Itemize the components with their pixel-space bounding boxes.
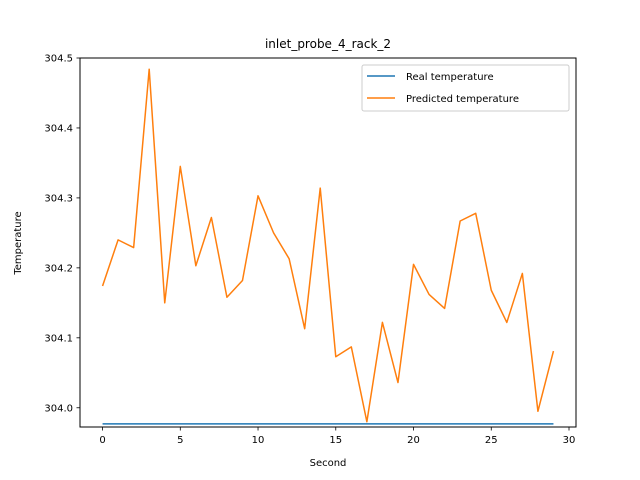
y-tick-label: 304.5 bbox=[44, 54, 73, 65]
chart-title: inlet_probe_4_rack_2 bbox=[265, 37, 391, 51]
x-tick-label: 0 bbox=[99, 435, 105, 446]
y-tick-label: 304.2 bbox=[44, 263, 73, 274]
legend: Real temperature Predicted temperature bbox=[361, 64, 570, 112]
legend-box bbox=[361, 64, 570, 112]
legend-label-real: Real temperature bbox=[406, 72, 494, 83]
y-axis-label: Temperature bbox=[13, 211, 24, 275]
axes-frame bbox=[79, 57, 577, 428]
x-axis: 0 5 10 15 20 25 30 bbox=[99, 427, 575, 446]
x-tick-label: 10 bbox=[252, 435, 265, 446]
y-tick-label: 304.0 bbox=[44, 403, 73, 414]
x-tick-label: 5 bbox=[177, 435, 183, 446]
x-tick-label: 15 bbox=[329, 435, 342, 446]
y-tick-label: 304.1 bbox=[44, 333, 73, 344]
predicted-temperature-line bbox=[101, 68, 555, 423]
x-axis-label: Second bbox=[310, 458, 347, 469]
x-tick-label: 25 bbox=[485, 435, 498, 446]
y-axis: 304.0 304.1 304.2 304.3 304.4 304.5 bbox=[44, 54, 80, 414]
legend-label-predicted: Predicted temperature bbox=[406, 94, 519, 105]
x-tick-label: 30 bbox=[563, 435, 576, 446]
y-tick-label: 304.4 bbox=[44, 123, 73, 134]
y-tick-label: 304.3 bbox=[44, 193, 73, 204]
x-tick-label: 20 bbox=[407, 435, 420, 446]
plot-area bbox=[101, 68, 555, 425]
